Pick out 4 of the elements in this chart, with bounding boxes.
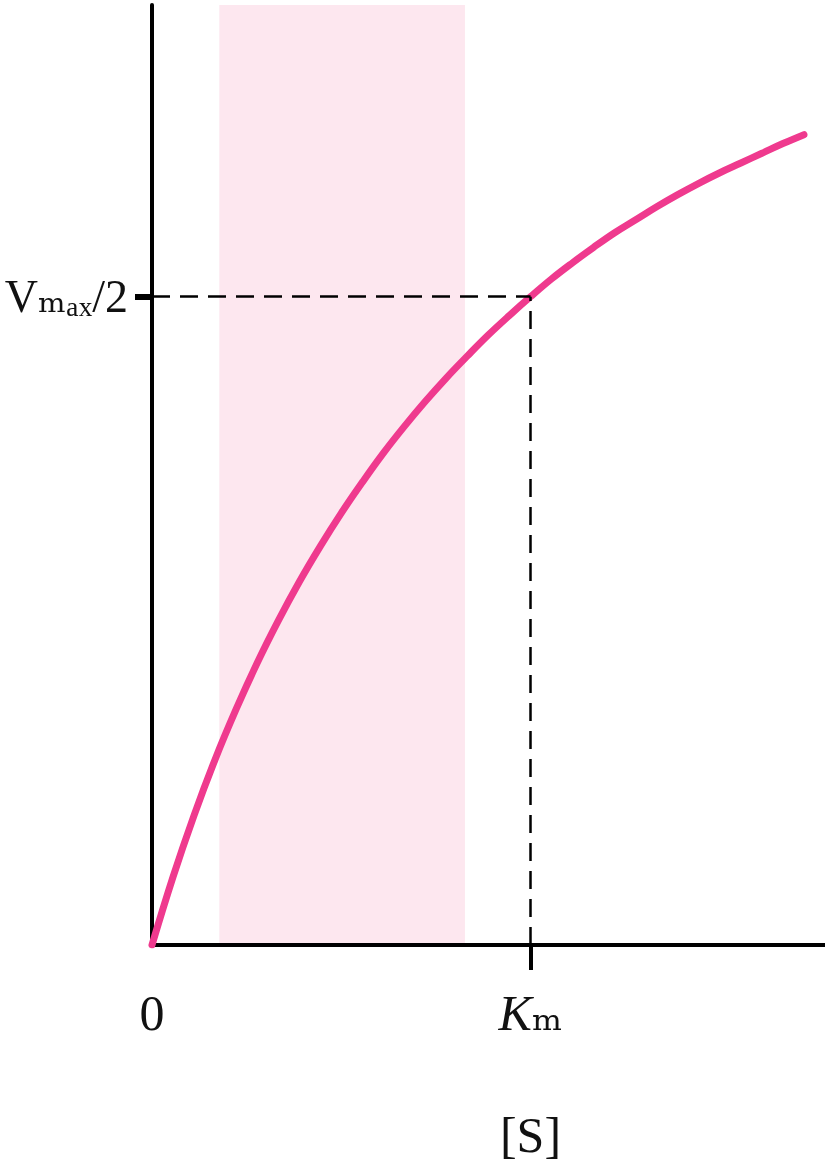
x-tick-label: Kₘ <box>497 985 563 1041</box>
x-axis-title: [S] <box>499 1107 562 1163</box>
ref-line-label: Vₘₐₓ/2 <box>4 271 128 323</box>
x-tick-label: 0 <box>139 985 165 1041</box>
